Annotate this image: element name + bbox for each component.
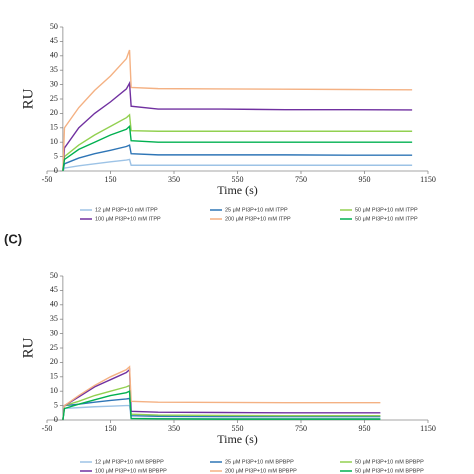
y-tick-label: 30 [50,79,58,88]
x-tick-label: 1150 [420,175,436,184]
x-tick-label: 350 [168,424,180,433]
x-tick-label: 750 [295,175,307,184]
x-tick-label: 950 [359,175,371,184]
legend-label: 100 μM PI3P+10 mM BPBPP [95,468,167,474]
legend-label: 50 μM PI3P+10 mM BPBPP [355,468,424,474]
legend-label: 12 μM PI3P+10 mM ITPP [95,207,158,213]
x-axis-title: Time (s) [217,432,258,446]
x-tick-label: 150 [105,175,117,184]
legend-label: 25 μM PI3P+10 mM ITPP [225,207,288,213]
y-tick-label: 20 [50,108,58,117]
y-tick-label: 35 [50,314,58,323]
y-tick-label: 50 [50,22,58,31]
x-tick-label: -50 [42,424,53,433]
y-tick-label: 0 [54,415,58,424]
series-line [62,390,381,421]
legend-label: 100 μM PI3P+10 mM ITPP [95,216,161,222]
legend-label: 200 μM PI3P+10 mM ITPP [225,216,291,222]
x-tick-label: -50 [42,175,53,184]
y-tick-label: 15 [50,123,58,132]
series-line [62,49,413,172]
series-line [62,158,413,172]
series-line [62,113,413,172]
x-tick-label: 750 [295,424,307,433]
y-tick-label: 45 [50,285,58,294]
y-tick-label: 35 [50,65,58,74]
y-tick-label: 40 [50,51,58,60]
y-axis-title: RU [20,88,36,109]
legend-label: 200 μM PI3P+10 mM BPBPP [225,468,297,474]
y-tick-label: 20 [50,357,58,366]
y-tick-label: 30 [50,328,58,337]
series-line [62,397,381,421]
y-tick-label: 25 [50,94,58,103]
series-line [62,80,413,172]
x-tick-label: 550 [232,424,244,433]
series-line [62,365,381,421]
y-tick-label: 15 [50,372,58,381]
x-tick-label: 150 [105,424,117,433]
legend-label: 50 μM PI3P+10 mM ITPP [355,216,418,222]
y-tick-label: 25 [50,343,58,352]
legend-label: 50 μM PI3P+10 mM ITPP [355,207,418,213]
legend-label: 12 μM PI3P+10 mM BPBPP [95,459,164,465]
x-tick-label: 950 [359,424,371,433]
y-tick-label: 10 [50,137,58,146]
series-line [62,144,413,172]
legend-label: 25 μM PI3P+10 mM BPBPP [225,459,294,465]
y-tick-label: 5 [54,151,58,160]
x-axis-title: Time (s) [217,183,258,197]
legend-label: 50 μM PI3P+10 mM BPBPP [355,459,424,465]
y-tick-label: 50 [50,271,58,280]
y-tick-label: 45 [50,36,58,45]
panel-label: (C) [4,231,22,246]
x-tick-label: 550 [232,175,244,184]
series-line [62,124,413,172]
y-tick-label: 5 [54,400,58,409]
x-tick-label: 350 [168,175,180,184]
y-tick-label: 40 [50,300,58,309]
x-tick-label: 1150 [420,424,436,433]
y-axis-title: RU [20,337,36,358]
y-tick-label: 10 [50,386,58,395]
y-tick-label: 0 [54,166,58,175]
